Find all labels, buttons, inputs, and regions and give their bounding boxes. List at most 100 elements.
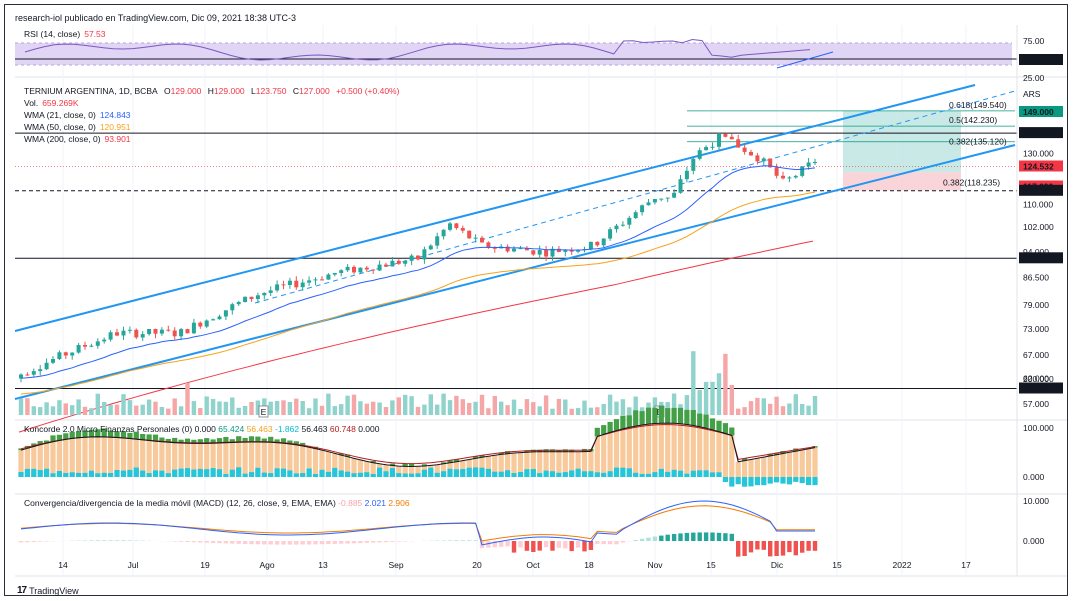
koncorde-bar [108,437,114,477]
macd-histogram-bar [620,541,626,543]
koncorde-green-bar [671,407,677,424]
macd-histogram-bar [313,541,318,545]
volume-bar [31,406,36,415]
candle-body [147,329,152,335]
koncorde-green-bar [236,436,242,443]
koncorde-green-bar [722,423,728,434]
macd-histogram-bar [210,541,216,543]
koncorde-bar [716,431,722,477]
candle-body [749,151,753,156]
macd-histogram-bar [614,541,619,545]
candle-body [492,247,497,249]
macd-histogram-bar [588,541,594,550]
koncorde-bar [319,450,325,477]
candle-body [121,330,126,336]
koncorde-blue-bar [300,473,306,477]
koncorde-bar [761,457,767,477]
koncorde-blue-bar [492,471,498,477]
koncorde-bar [88,436,94,477]
volume-bar [236,407,241,415]
koncorde-green-bar [607,421,613,433]
candle-body [217,316,222,320]
macd-histogram-bar [274,541,280,545]
koncorde-blue-bar [658,468,664,477]
koncorde-pane [18,405,818,487]
candle-body [416,255,420,260]
koncorde-bar [581,451,588,477]
candle-body [742,147,747,152]
koncorde-bar [543,451,549,477]
wma50-value: 120.951 [99,122,131,132]
candle-body [102,339,107,342]
price-axis-label: 57.000 [1023,399,1049,409]
tradingview-logo[interactable]: 17 TradingView [17,585,79,596]
koncorde-blue-bar [364,472,370,477]
koncorde-blue-bar [549,471,556,477]
koncorde-green-bar [633,410,639,427]
koncorde-green-bar [56,434,62,441]
koncorde-blue-bar [581,471,588,477]
macd-histogram-bar [787,541,792,553]
koncorde-bar [684,424,690,477]
time-tick-label: Jul [128,560,139,570]
volume-bar [326,393,331,415]
koncorde-bar [729,435,735,477]
candle-body [294,280,299,288]
koncorde-green-bar [101,428,107,437]
volume-bar [204,396,209,415]
koncorde-bar [639,425,645,477]
chart-frame: 0.618(149.540) 0.5(142.230) 0.382(135.120)… [4,4,1068,596]
koncorde-blue-bar [312,474,319,477]
koncorde-green-bar [652,407,658,424]
macd-histogram-bar [780,541,786,556]
candle-body [185,329,190,334]
candle-body [614,225,619,230]
candle-body [262,292,267,296]
koncorde-blue-bar [409,473,415,477]
koncorde-blue-bar [370,474,376,477]
koncorde-green-bar [447,460,453,463]
macd-histogram-bar [38,541,43,542]
koncorde-green-bar [242,438,248,443]
volume-bar [50,406,56,415]
chart-canvas[interactable]: 0.618(149.540) 0.5(142.230) 0.382(135.120)… [5,5,1069,597]
koncorde-blue-bar [806,477,812,486]
macd-histogram-bar [710,532,715,541]
macd-histogram-bar [358,541,363,544]
candle-body [576,249,581,252]
volume-bar [518,409,523,415]
koncorde-bar [671,423,677,477]
koncorde-bar [24,448,30,477]
candle-body [454,223,459,228]
volume-bar [223,401,229,415]
koncorde-green-bar [690,410,696,426]
macd-histogram-bar [736,541,741,557]
fib-label: 0.382(118.235) [943,177,1000,187]
time-tick-label: 2022 [893,560,912,570]
candle-body [390,260,395,267]
candle-body [300,282,305,288]
koncorde-blue-bar [76,472,82,477]
koncorde-bar [236,442,242,477]
koncorde-bar [703,428,709,477]
macd-histogram-bar [332,541,337,544]
koncorde-blue-bar [248,472,255,477]
koncorde-bar [383,464,389,477]
volume-bar [556,398,562,415]
koncorde-blue-bar [677,470,684,477]
macd-histogram-bar [563,541,568,549]
candle-body [428,245,433,250]
koncorde-bar [569,451,575,477]
koncorde-blue-bar [684,473,690,477]
time-tick-label: Oct [526,560,540,570]
macd-histogram-bar [703,532,709,541]
koncorde-blue-bar [268,473,274,477]
volume-bar [274,401,280,415]
macd-histogram-bar [300,541,305,545]
koncorde-bar [261,442,267,477]
grid [15,25,1067,577]
koncorde-bar [735,461,741,477]
candle-body [441,229,446,237]
koncorde-bar [152,441,159,477]
ohlc-close: 127.000 [299,86,330,96]
